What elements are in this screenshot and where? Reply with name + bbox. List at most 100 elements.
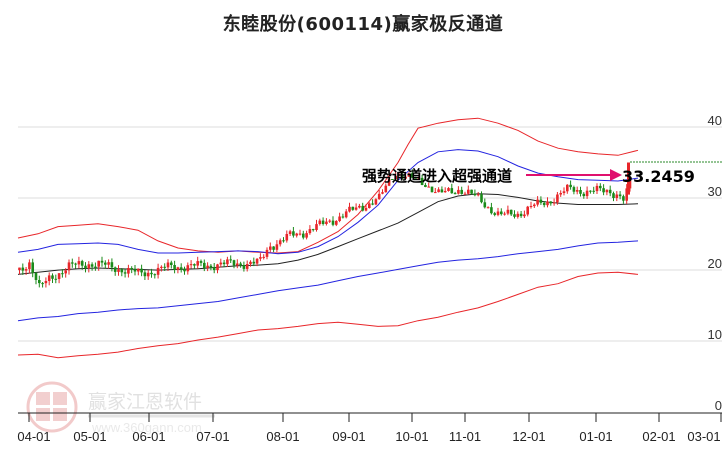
candle <box>249 261 252 264</box>
candle <box>239 263 242 265</box>
candle <box>24 269 28 271</box>
x-tick-11-01: 11-01 <box>449 429 481 444</box>
candle <box>572 187 576 192</box>
candle <box>302 233 305 238</box>
candle <box>94 266 97 268</box>
candle <box>156 267 160 275</box>
candle <box>130 268 133 270</box>
candle <box>54 278 58 280</box>
candle <box>272 246 275 250</box>
candle <box>447 188 450 191</box>
y-axis: 40 30 20 10 0 <box>708 113 722 413</box>
candle <box>575 190 579 192</box>
candle <box>341 216 345 218</box>
candle <box>150 272 153 275</box>
candle <box>170 262 173 265</box>
candle <box>117 269 120 272</box>
candle <box>490 207 493 214</box>
candle <box>404 176 407 179</box>
candle <box>282 240 285 242</box>
candle <box>47 275 51 281</box>
candle <box>100 260 104 263</box>
candle <box>199 261 203 263</box>
candle <box>503 213 506 215</box>
candle <box>519 213 523 217</box>
x-axis: 04-01 05-01 06-01 07-01 08-01 09-01 10-0… <box>17 412 722 444</box>
candle <box>566 184 569 192</box>
candle <box>344 211 348 218</box>
candle <box>41 283 44 285</box>
candle <box>338 216 341 221</box>
candle <box>113 267 117 272</box>
candle <box>595 185 599 192</box>
watermark: 赢家江恩软件 www.360gann.com <box>26 381 215 435</box>
candle <box>394 175 397 180</box>
x-tick-04-01: 04-01 <box>17 429 50 444</box>
candle <box>387 179 391 186</box>
candle <box>506 209 510 214</box>
x-tick-05-01: 05-01 <box>73 429 106 444</box>
candle <box>361 205 364 211</box>
candle <box>203 262 206 268</box>
candle <box>579 190 582 194</box>
candle <box>265 249 269 257</box>
candle <box>450 188 454 194</box>
candle <box>219 262 223 265</box>
annotation-text: 强势通道进入超强通道 <box>362 167 512 185</box>
candle <box>335 221 338 225</box>
candle <box>226 259 229 265</box>
candle <box>298 233 302 235</box>
candle <box>255 258 259 264</box>
candle <box>592 190 595 192</box>
candle <box>84 265 87 269</box>
candle <box>559 193 562 195</box>
candle <box>523 214 526 217</box>
candle <box>123 272 127 274</box>
candle <box>407 173 411 177</box>
candle <box>90 264 94 267</box>
candle <box>97 260 100 267</box>
y-tick-0: 0 <box>715 398 722 413</box>
candle <box>410 173 414 178</box>
candle <box>589 190 592 192</box>
candle <box>104 262 107 265</box>
candle <box>160 266 163 268</box>
candle <box>305 233 308 238</box>
candle <box>480 194 483 203</box>
candle <box>467 189 470 194</box>
candle <box>28 262 31 270</box>
candle <box>140 268 143 273</box>
candle <box>252 261 256 264</box>
candle <box>87 264 91 269</box>
x-tick-08-01: 08-01 <box>266 429 299 444</box>
y-tick-10: 10 <box>708 327 722 342</box>
annotation-arrow-icon <box>526 169 622 181</box>
candle <box>618 194 622 197</box>
candle <box>295 233 298 236</box>
candle <box>509 209 513 215</box>
candle <box>493 213 496 215</box>
candle <box>44 281 48 284</box>
x-tick-01-01: 01-01 <box>579 429 612 444</box>
candle <box>328 220 331 222</box>
candle <box>463 193 467 195</box>
candle <box>107 262 110 265</box>
candle <box>269 246 272 250</box>
candle <box>189 264 193 266</box>
candle <box>173 265 176 270</box>
channel-bands <box>17 117 639 359</box>
candle <box>209 265 213 268</box>
candle <box>348 206 351 212</box>
candle <box>137 268 140 272</box>
candle <box>110 262 114 268</box>
candle <box>153 274 157 276</box>
candle <box>377 193 381 200</box>
candle <box>486 207 490 209</box>
candle <box>513 214 516 217</box>
candle <box>546 201 549 206</box>
candle <box>196 261 199 266</box>
watermark-logo-icon <box>26 381 78 433</box>
candle <box>163 266 166 268</box>
candle <box>437 189 440 193</box>
